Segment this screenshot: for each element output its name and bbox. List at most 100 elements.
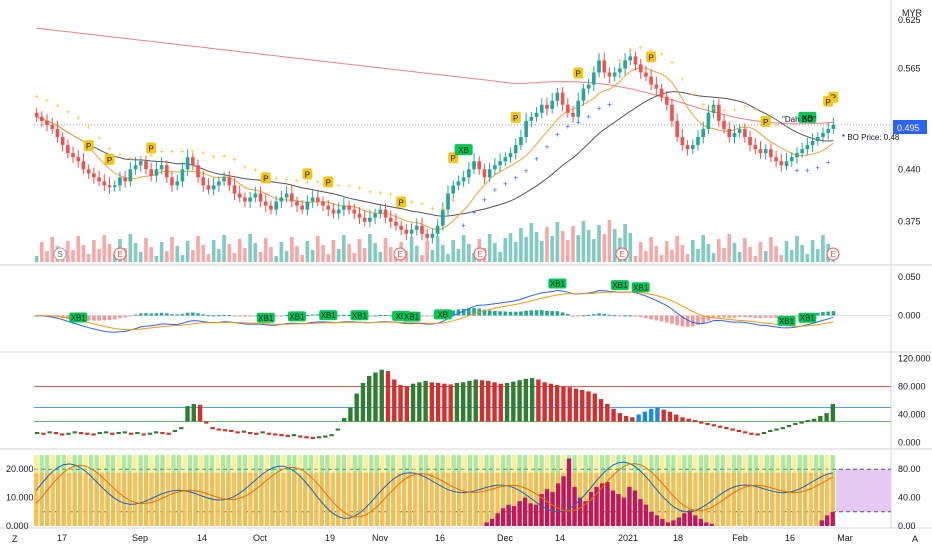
candle-body[interactable] [565, 104, 570, 113]
candle-body[interactable] [321, 201, 325, 206]
candle-body[interactable] [34, 112, 39, 117]
candle-body[interactable] [404, 229, 409, 234]
candle-body[interactable] [670, 104, 674, 121]
candle-body[interactable] [248, 197, 252, 202]
candle-body[interactable] [513, 145, 518, 154]
candle-body[interactable] [638, 64, 643, 73]
candle-body[interactable] [118, 177, 122, 186]
candle-body[interactable] [581, 88, 586, 101]
macd-signal-badge[interactable] [610, 280, 629, 291]
macd-signal-badge[interactable] [350, 310, 369, 321]
candle-body[interactable] [164, 165, 169, 178]
candle-body[interactable] [295, 201, 299, 206]
candle-body[interactable] [539, 104, 544, 113]
candle-body[interactable] [81, 161, 86, 170]
candle-body[interactable] [123, 177, 127, 182]
candle-body[interactable] [107, 185, 112, 188]
candle-body[interactable] [60, 137, 65, 146]
candle-body[interactable] [779, 161, 784, 166]
candle-body[interactable] [529, 116, 534, 121]
candle-body[interactable] [211, 185, 216, 190]
oscillator-panel[interactable] [34, 369, 891, 439]
candle-body[interactable] [586, 84, 591, 89]
candle-body[interactable] [368, 217, 372, 222]
signal-badge[interactable] [448, 152, 459, 164]
candle-body[interactable] [92, 173, 96, 178]
candle-body[interactable] [191, 157, 195, 166]
candle-body[interactable] [331, 209, 336, 214]
candle-body[interactable] [201, 177, 206, 186]
signal-badge[interactable] [323, 176, 334, 188]
candle-body[interactable] [493, 165, 497, 170]
candle-body[interactable] [342, 205, 346, 210]
candle-body[interactable] [774, 157, 778, 162]
candle-body[interactable] [753, 145, 758, 150]
candle-body[interactable] [352, 209, 357, 214]
candle-body[interactable] [795, 153, 799, 158]
candle-body[interactable] [206, 185, 211, 190]
signal-badge[interactable] [646, 51, 657, 63]
candle-body[interactable] [383, 209, 388, 218]
candle-body[interactable] [800, 149, 804, 154]
candle-body[interactable] [399, 225, 403, 230]
candle-body[interactable] [409, 229, 414, 234]
candle-body[interactable] [133, 165, 138, 170]
candle-body[interactable] [815, 137, 820, 142]
split-marker[interactable] [53, 247, 67, 261]
macd-signal-badge[interactable] [798, 312, 817, 323]
signal-badge[interactable] [396, 196, 407, 208]
candle-body[interactable] [388, 217, 393, 222]
candle-body[interactable] [737, 128, 742, 133]
candle-body[interactable] [362, 217, 367, 222]
candle-body[interactable] [420, 225, 424, 234]
stochastic-panel[interactable] [34, 455, 891, 526]
candle-body[interactable] [659, 88, 664, 97]
candle-body[interactable] [258, 193, 263, 202]
signal-badge[interactable] [573, 67, 584, 79]
candle-body[interactable] [66, 145, 70, 154]
candle-body[interactable] [550, 100, 554, 109]
candle-body[interactable] [128, 169, 133, 182]
candle-body[interactable] [519, 137, 523, 146]
candle-body[interactable] [243, 197, 247, 202]
signal-badge[interactable] [302, 168, 313, 180]
candle-body[interactable] [784, 161, 789, 166]
candle-body[interactable] [357, 213, 362, 218]
candle-body[interactable] [680, 137, 685, 146]
candle-body[interactable] [592, 72, 596, 85]
candle-body[interactable] [451, 185, 456, 194]
candle-body[interactable] [503, 157, 508, 162]
candle-body[interactable] [263, 201, 268, 206]
candle-body[interactable] [310, 197, 315, 202]
candle-body[interactable] [102, 181, 107, 186]
candle-body[interactable] [685, 145, 690, 150]
earnings-marker[interactable] [615, 247, 629, 261]
candle-body[interactable] [664, 96, 669, 105]
candle-body[interactable] [274, 201, 278, 210]
candle-body[interactable] [394, 221, 398, 226]
macd-signal-badge[interactable] [69, 312, 88, 323]
candle-body[interactable] [300, 205, 305, 210]
macd-signal-badge[interactable] [433, 309, 452, 320]
candle-body[interactable] [71, 153, 75, 158]
candle-body[interactable] [154, 169, 159, 176]
candle-body[interactable] [316, 197, 320, 202]
candle-body[interactable] [269, 205, 273, 210]
price-panel[interactable]: + + + + + + + + + + + + + + + + + + + + + + + + + + + + + + + + + + + + + + + +… [34, 27, 891, 262]
candle-body[interactable] [758, 149, 763, 154]
candle-body[interactable] [456, 181, 461, 186]
candle-body[interactable] [237, 193, 242, 198]
candle-body[interactable] [45, 120, 49, 125]
candle-body[interactable] [633, 56, 638, 65]
candle-body[interactable] [618, 68, 622, 73]
candle-body[interactable] [222, 177, 226, 182]
candle-body[interactable] [524, 120, 528, 138]
candle-body[interactable] [826, 128, 831, 133]
candle-body[interactable] [623, 60, 627, 69]
toolbar-right-label[interactable]: A [912, 534, 918, 544]
signal-badge[interactable] [510, 111, 521, 123]
candle-body[interactable] [597, 60, 601, 73]
signal-badge[interactable] [454, 144, 473, 156]
macd-signal-badge[interactable] [256, 312, 275, 323]
candle-body[interactable] [487, 169, 492, 178]
